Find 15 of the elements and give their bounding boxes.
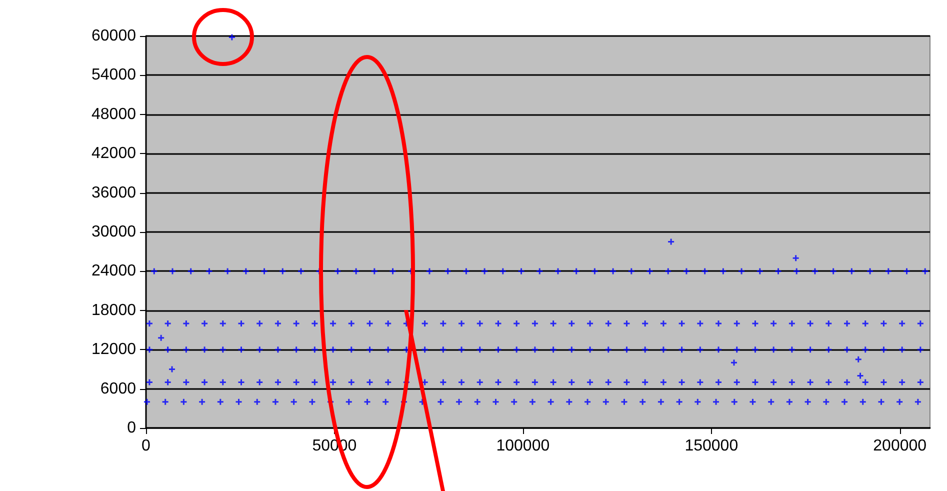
y-tick-label: 6000	[100, 380, 136, 398]
y-tick-label: 0	[127, 420, 136, 436]
x-tick-label: 100000	[496, 438, 550, 454]
y-tick-label: 30000	[92, 224, 136, 240]
y-tick-label: 54000	[92, 66, 136, 84]
y-tick-label: 60000	[92, 28, 136, 44]
x-tick-label: 200000	[873, 438, 927, 454]
x-tick-label: 0	[142, 438, 151, 454]
y-tick-label: 24000	[92, 262, 136, 280]
y-tick-label: 36000	[92, 184, 136, 202]
x-tick-label: 150000	[684, 438, 738, 454]
y-tick-label: 48000	[92, 106, 136, 123]
y-tick-label: 18000	[92, 302, 136, 319]
y-tick-label: 12000	[92, 341, 136, 358]
y-tick-label: 42000	[92, 145, 136, 162]
